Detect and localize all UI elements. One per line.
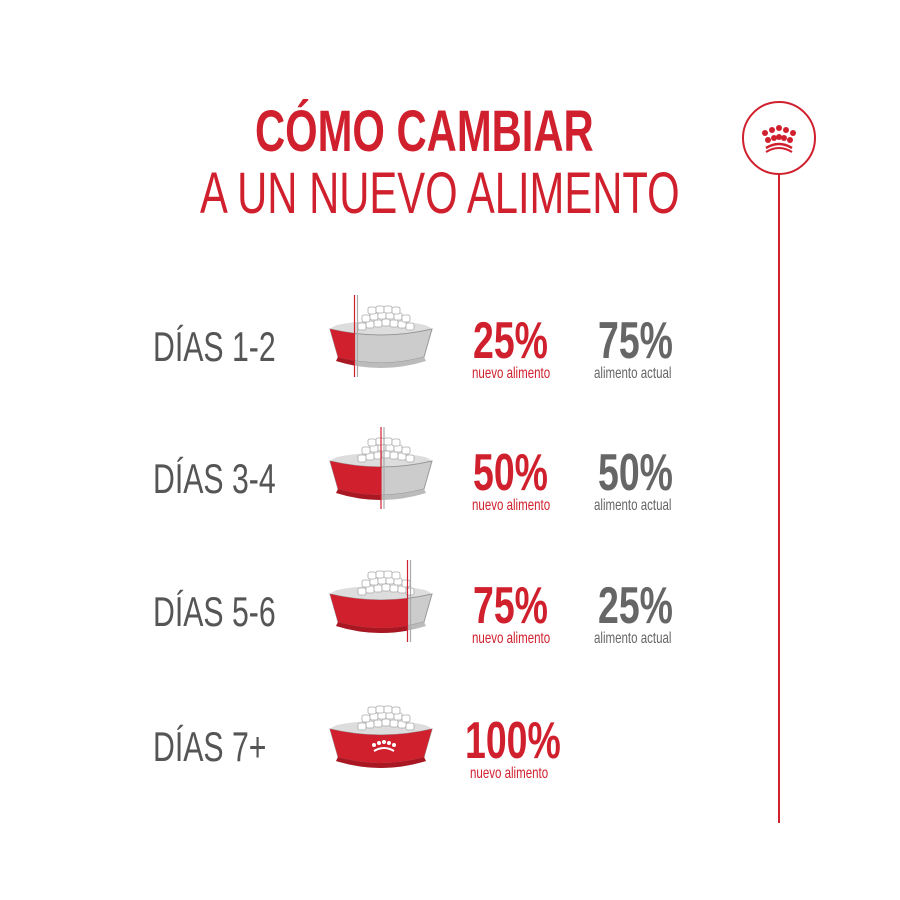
current-food-percent: 25% [598,577,673,635]
food-bowl-icon [329,295,433,377]
new-food-label: nuevo alimento [470,765,549,782]
new-food-percent: 25% [473,312,548,370]
food-bowl-icon [329,560,433,642]
current-food-percent: 50% [598,444,673,502]
current-food-percent: 75% [598,312,673,370]
new-food-label: nuevo alimento [472,365,551,382]
new-food-label: nuevo alimento [472,630,551,647]
timeline-line [778,175,780,823]
days-label: DÍAS 3-4 [153,455,276,502]
days-label: DÍAS 1-2 [153,323,276,370]
current-food-label: alimento actual [594,497,672,514]
days-label: DÍAS 5-6 [153,588,276,635]
food-bowl-icon [329,427,433,509]
title-line-1: CÓMO CAMBIAR [255,99,594,164]
food-bowl-icon [329,705,433,768]
new-food-percent: 75% [473,577,548,635]
days-label: DÍAS 7+ [153,723,267,770]
current-food-label: alimento actual [594,630,672,647]
new-food-percent: 100% [465,712,561,770]
step-row: DÍAS 3-4 50% nuevo alimento 50% alimento… [0,427,900,527]
current-food-label: alimento actual [594,365,672,382]
new-food-percent: 50% [473,444,548,502]
title-line-2: A UN NUEVO ALIMENTO [200,161,680,226]
crown-icon [742,101,816,175]
new-food-label: nuevo alimento [472,497,551,514]
step-row: DÍAS 1-2 25% nuevo alimento 75% alimento… [0,295,900,395]
step-row: DÍAS 7+ 100% nuevo alimento [0,695,900,795]
step-row: DÍAS 5-6 75% nuevo alimento 25% alimento… [0,560,900,660]
